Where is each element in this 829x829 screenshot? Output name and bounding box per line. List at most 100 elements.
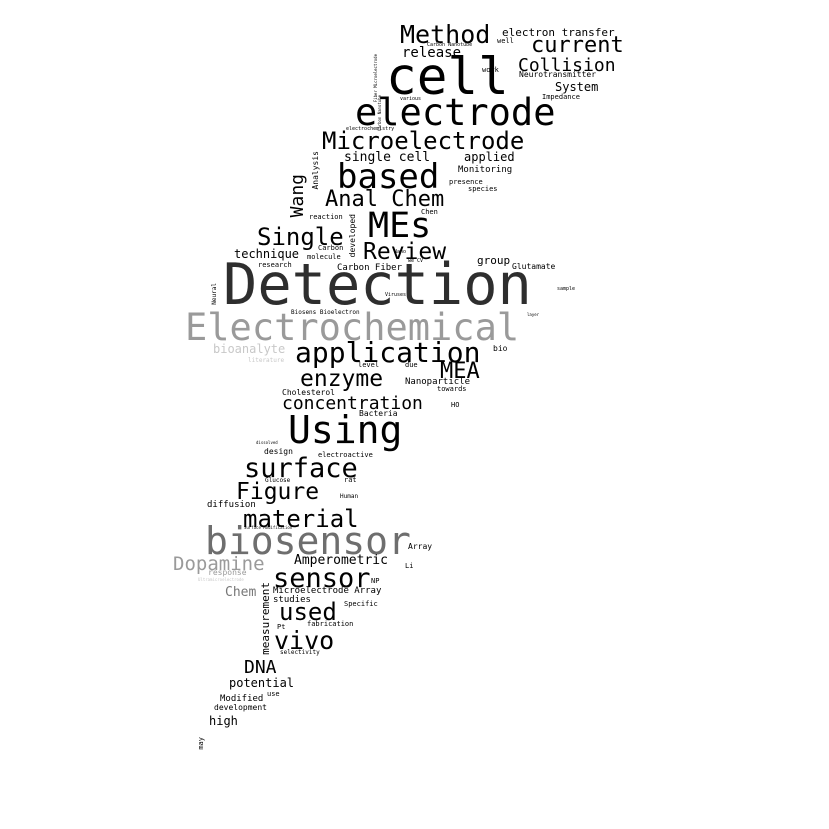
word-ultramicroelectrode: Ultramicroelectrode bbox=[198, 577, 244, 582]
word-development: development bbox=[214, 703, 267, 712]
word-single-cell: single cell bbox=[344, 150, 431, 165]
word-level: level bbox=[358, 361, 380, 369]
word-species: species bbox=[468, 185, 498, 193]
word-glutamate: Glutamate bbox=[512, 262, 556, 271]
word-selectivity: selectivity bbox=[280, 649, 320, 656]
word-enzyme: enzyme bbox=[300, 366, 384, 392]
word-high: high bbox=[209, 714, 238, 728]
word-glucose: Glucose bbox=[265, 477, 291, 484]
word-application: application bbox=[295, 336, 481, 369]
word-specific: Specific bbox=[344, 600, 378, 608]
word-fabrication: fabrication bbox=[307, 620, 354, 628]
word-concentration: concentration bbox=[282, 393, 423, 414]
word-biosens-bioelectron: Biosens Bioelectron bbox=[291, 309, 360, 316]
word-layer: layer bbox=[527, 312, 540, 317]
word-measurement: measurement bbox=[259, 582, 272, 655]
word-applied: applied bbox=[464, 150, 515, 164]
word-carbon-fiber: Carbon Fiber bbox=[337, 263, 403, 273]
word-wang: Wang bbox=[287, 174, 308, 218]
word-surface-modification: Surface Modification bbox=[244, 525, 293, 530]
word-dopamine: Dopamine bbox=[173, 553, 265, 575]
word-detection: Detection bbox=[223, 252, 532, 318]
word-carbon-nanotube-top: Carbon Nanotube bbox=[427, 42, 473, 48]
word-due: due bbox=[405, 361, 418, 369]
word-response: response bbox=[208, 568, 247, 577]
word-mes: MEs bbox=[368, 206, 432, 246]
word-electrode: electrode bbox=[355, 91, 556, 134]
word-molecule: molecule bbox=[307, 253, 341, 261]
word-neurotransmitter: Neurotransmitter bbox=[519, 70, 597, 79]
word-bio: bio bbox=[493, 344, 508, 353]
word-we-cv: we CV bbox=[408, 258, 424, 264]
word-vivo: vivo bbox=[274, 626, 335, 655]
word-monitoring: Monitoring bbox=[458, 165, 513, 175]
word-dissolved: dissolved bbox=[256, 440, 278, 445]
word-li: Li bbox=[405, 562, 414, 570]
word-potential: potential bbox=[229, 676, 295, 690]
word-bioanalyte: bioanalyte bbox=[213, 342, 286, 356]
word-biosensor: biosensor bbox=[205, 519, 411, 563]
word-literature: literature bbox=[248, 357, 285, 364]
word-system: System bbox=[555, 80, 599, 94]
word-nano: Nano bbox=[394, 249, 407, 255]
word-review: Review bbox=[363, 239, 447, 265]
word-use: use bbox=[267, 690, 280, 698]
word-studies: studies bbox=[273, 595, 311, 605]
word-analysis: Analysis bbox=[311, 151, 320, 190]
word-material: material bbox=[243, 505, 359, 533]
word-human: Human bbox=[340, 493, 359, 500]
word-towards: towards bbox=[437, 385, 467, 393]
word-np: NP bbox=[371, 577, 380, 585]
word-carbon-nanotube-vertical: Carbon Nanotube bbox=[377, 95, 382, 132]
word-well: well bbox=[497, 37, 514, 45]
word-used: used bbox=[279, 598, 337, 626]
word-technique: technique bbox=[234, 247, 300, 261]
word-diffusion: diffusion bbox=[207, 500, 256, 510]
word-nanoparticle: Nanoparticle bbox=[405, 377, 471, 387]
word-figure: Figure bbox=[236, 479, 320, 505]
word-sample: sample bbox=[557, 286, 576, 292]
word-mea: MEA bbox=[440, 359, 480, 384]
word-microelectrode: Microelectrode bbox=[322, 127, 525, 155]
word-chen: Chen bbox=[421, 208, 438, 216]
word-work: work bbox=[482, 66, 499, 74]
word-carbon: Carbon bbox=[318, 244, 344, 252]
word-various: various bbox=[400, 96, 422, 102]
word-array: Array bbox=[408, 542, 433, 551]
word-surface: surface bbox=[244, 453, 358, 484]
word-electroactive: electroactive bbox=[318, 451, 373, 459]
word-viruses: Viruses bbox=[385, 292, 407, 298]
word-may: may bbox=[197, 737, 205, 750]
word-research: research bbox=[258, 261, 292, 269]
word-rat: rat bbox=[344, 476, 357, 484]
word-impedance: Impedance bbox=[542, 93, 580, 101]
word-current: current bbox=[531, 33, 624, 58]
word-collision: Collision bbox=[518, 55, 616, 76]
word-release: release bbox=[402, 45, 462, 61]
word-pt: Pt bbox=[277, 623, 286, 631]
word-using: Using bbox=[288, 408, 403, 452]
word-design: design bbox=[264, 447, 293, 456]
word-amperometric: Amperometric bbox=[294, 553, 388, 568]
word-neural: Neural bbox=[211, 283, 218, 305]
word-chem: Chem bbox=[225, 585, 257, 600]
word-method: Method bbox=[400, 20, 491, 49]
word-reaction: reaction bbox=[309, 213, 343, 221]
word-cholesterol: Cholesterol bbox=[282, 388, 335, 397]
word-dna: DNA bbox=[244, 657, 277, 678]
word-modified: Modified bbox=[220, 694, 264, 704]
word-electron-transfer: electron transfer bbox=[502, 26, 615, 39]
word-electrochemical: Electrochemical bbox=[185, 306, 520, 349]
word-developed: developed bbox=[348, 214, 357, 258]
word-anal-chem: Anal Chem bbox=[325, 187, 445, 212]
word-ho: HO bbox=[451, 401, 460, 409]
word-presence: presence bbox=[449, 178, 483, 186]
word-microelectrode-array: Microelectrode Array bbox=[273, 586, 382, 596]
word-cell: cell bbox=[386, 48, 509, 107]
word-based: based bbox=[337, 157, 440, 197]
word-electrochemistry: electrochemistry bbox=[346, 126, 395, 132]
word-group: group bbox=[477, 254, 511, 267]
word-single: Single bbox=[257, 223, 344, 251]
word-sensor: sensor bbox=[273, 563, 371, 594]
